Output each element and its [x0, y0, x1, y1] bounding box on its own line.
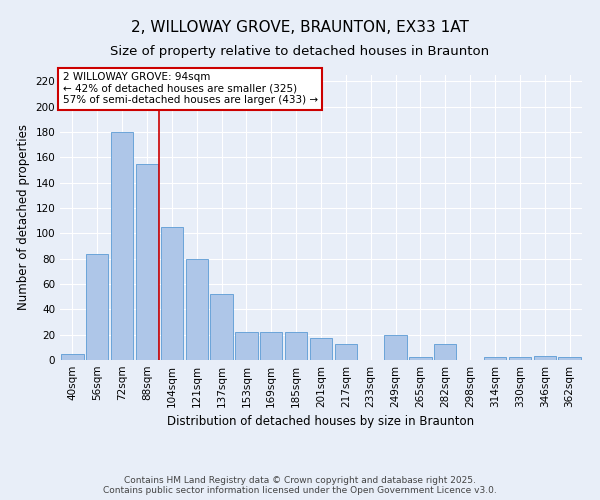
Bar	[285, 332, 307, 360]
Bar	[385, 334, 407, 360]
Bar	[161, 227, 183, 360]
Text: 2, WILLOWAY GROVE, BRAUNTON, EX33 1AT: 2, WILLOWAY GROVE, BRAUNTON, EX33 1AT	[131, 20, 469, 35]
Bar	[235, 332, 257, 360]
Bar	[260, 332, 283, 360]
Bar	[559, 358, 581, 360]
Bar	[409, 358, 431, 360]
Text: Size of property relative to detached houses in Braunton: Size of property relative to detached ho…	[110, 45, 490, 58]
Bar	[484, 358, 506, 360]
Bar	[533, 356, 556, 360]
Bar	[185, 258, 208, 360]
Bar	[61, 354, 83, 360]
Text: Contains HM Land Registry data © Crown copyright and database right 2025.
Contai: Contains HM Land Registry data © Crown c…	[103, 476, 497, 495]
Bar	[136, 164, 158, 360]
X-axis label: Distribution of detached houses by size in Braunton: Distribution of detached houses by size …	[167, 416, 475, 428]
Bar	[211, 294, 233, 360]
Bar	[86, 254, 109, 360]
Y-axis label: Number of detached properties: Number of detached properties	[17, 124, 30, 310]
Bar	[335, 344, 357, 360]
Text: 2 WILLOWAY GROVE: 94sqm
← 42% of detached houses are smaller (325)
57% of semi-d: 2 WILLOWAY GROVE: 94sqm ← 42% of detache…	[62, 72, 318, 106]
Bar	[434, 344, 457, 360]
Bar	[310, 338, 332, 360]
Bar	[509, 358, 531, 360]
Bar	[111, 132, 133, 360]
